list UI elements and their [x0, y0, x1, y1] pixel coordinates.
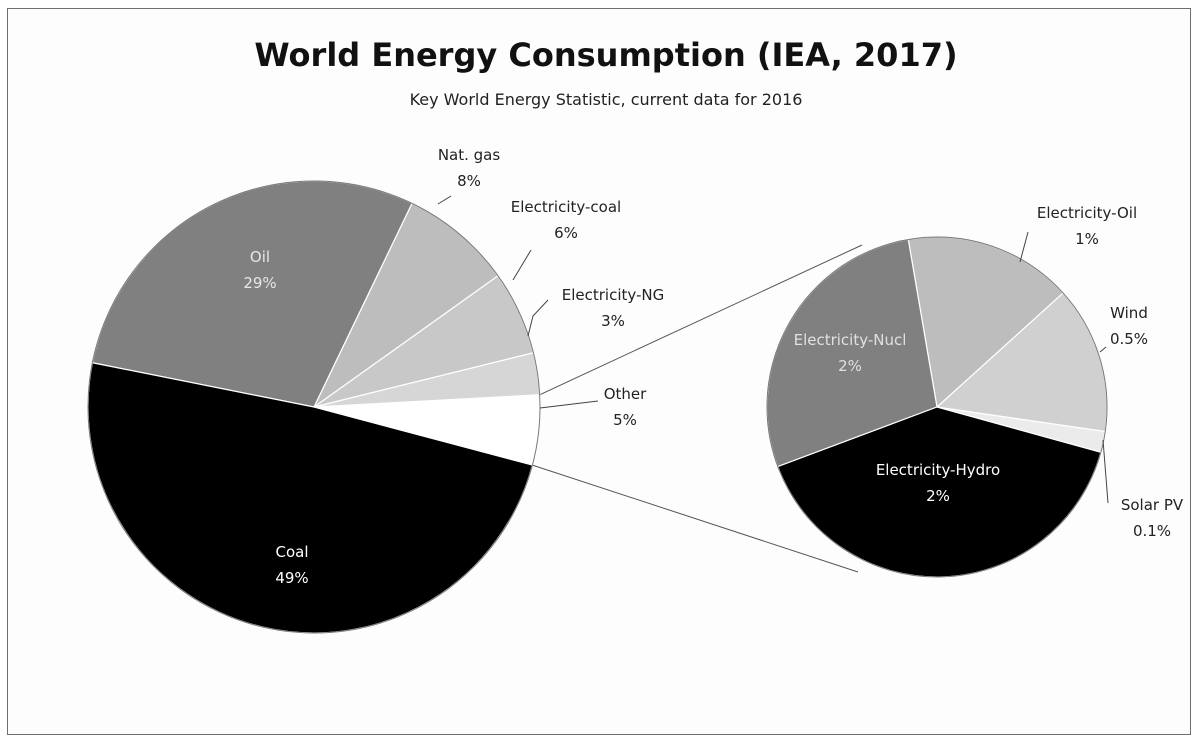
slice-label-electricity-ng: Electricity-NG — [562, 286, 665, 304]
slice-value-electricity-coal: 6% — [554, 224, 578, 242]
slice-value-electricity-hydro: 2% — [926, 487, 950, 505]
breakout-pie-outline — [766, 236, 1108, 578]
slice-label-electricity-hydro: Electricity-Hydro — [876, 461, 1000, 479]
slice-value-wind: 0.5% — [1110, 330, 1148, 348]
breakout-pie — [766, 236, 1108, 578]
main-pie — [87, 180, 541, 634]
chart-title: World Energy Consumption (IEA, 2017) — [254, 36, 957, 74]
slice-label-electricity-nucl: Electricity-Nucl — [794, 331, 907, 349]
connector-line-top — [539, 244, 863, 396]
slice-label-electricity-coal: Electricity-coal — [511, 198, 621, 216]
slice-value-coal: 49% — [275, 569, 308, 587]
slice-label-coal: Coal — [275, 543, 308, 561]
leader-line-electricity-coal — [512, 249, 532, 281]
main-pie-outline — [87, 180, 541, 634]
connector-line-bottom — [532, 464, 859, 573]
slice-label-electricity-oil: Electricity-Oil — [1037, 204, 1137, 222]
slice-value-other: 5% — [613, 411, 637, 429]
slice-value-electricity-nucl: 2% — [838, 357, 862, 375]
leader-line-solar-pv — [1102, 439, 1109, 504]
slice-label-oil: Oil — [250, 248, 270, 266]
slice-label-wind: Wind — [1110, 304, 1148, 322]
slice-value-solar-pv: 0.1% — [1133, 522, 1171, 540]
slice-label-other: Other — [604, 385, 647, 403]
breakout-connectors — [532, 244, 863, 573]
slice-value-nat-gas: 8% — [457, 172, 481, 190]
leader-line-wind — [1099, 346, 1107, 353]
chart-subtitle: Key World Energy Statistic, current data… — [410, 90, 803, 109]
leader-line-electricity-ng — [527, 299, 549, 337]
slice-value-electricity-ng: 3% — [601, 312, 625, 330]
leader-line-other — [539, 400, 599, 409]
leader-line-nat-gas — [437, 195, 452, 205]
slice-value-electricity-oil: 1% — [1075, 230, 1099, 248]
slice-label-solar-pv: Solar PV — [1121, 496, 1184, 514]
slice-labels: Coal 49% Oil 29% Nat. gas 8% Electricity-coal 6… — [243, 146, 1184, 587]
slice-label-nat-gas: Nat. gas — [438, 146, 501, 164]
leader-line-electricity-oil — [1019, 231, 1029, 263]
slice-value-oil: 29% — [243, 274, 276, 292]
